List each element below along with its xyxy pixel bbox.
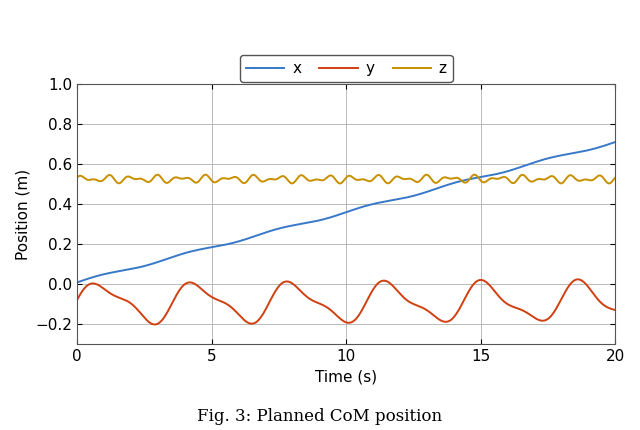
x — [74, 280, 81, 285]
y — [596, 299, 604, 304]
x — [596, 144, 604, 150]
z — [498, 175, 506, 180]
z — [596, 173, 604, 178]
z — [596, 173, 604, 178]
X-axis label: Time (s): Time (s) — [316, 370, 378, 385]
z — [336, 181, 344, 186]
x — [497, 170, 505, 175]
z — [612, 175, 620, 180]
y — [74, 297, 81, 302]
z — [101, 176, 109, 181]
y — [151, 322, 159, 327]
y — [101, 287, 109, 292]
y — [335, 315, 343, 320]
y — [497, 296, 505, 301]
x — [101, 271, 109, 276]
y — [612, 307, 620, 313]
Line: z: z — [77, 175, 616, 184]
z — [202, 172, 209, 177]
x — [335, 212, 343, 217]
Line: x: x — [77, 142, 616, 283]
x — [612, 139, 620, 144]
Line: y: y — [77, 280, 616, 325]
Y-axis label: Position (m): Position (m) — [15, 169, 30, 260]
y — [574, 277, 582, 282]
z — [321, 177, 329, 182]
y — [321, 304, 329, 309]
y — [596, 299, 604, 304]
z — [335, 181, 343, 186]
Text: Fig. 3: Planned CoM position: Fig. 3: Planned CoM position — [197, 408, 443, 425]
Legend: x, y, z: x, y, z — [240, 55, 452, 82]
x — [321, 216, 328, 221]
z — [74, 175, 81, 180]
x — [596, 144, 604, 150]
